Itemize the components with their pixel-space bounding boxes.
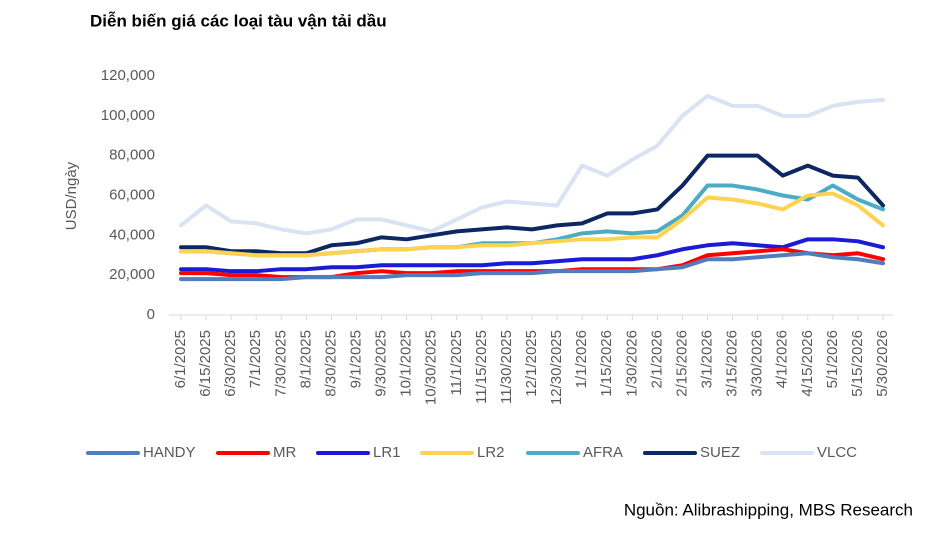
legend-label: LR1 bbox=[373, 444, 401, 461]
x-tick-label: 6/1/2025 bbox=[172, 330, 189, 388]
x-tick-label: 9/30/2025 bbox=[373, 330, 390, 397]
x-tick-label: 7/1/2025 bbox=[247, 330, 264, 388]
source: Nguồn: Alibrashipping, MBS Research bbox=[624, 500, 913, 519]
y-tick-label: 60,000 bbox=[109, 186, 155, 203]
x-tick-label: 3/30/2026 bbox=[749, 330, 766, 397]
x-tick-label: 11/30/2025 bbox=[498, 330, 515, 404]
x-tick-label: 3/15/2026 bbox=[724, 330, 741, 397]
x-tick-label: 8/30/2025 bbox=[322, 330, 339, 397]
y-tick-label: 120,000 bbox=[101, 67, 155, 84]
x-tick-label: 2/15/2026 bbox=[673, 330, 690, 397]
y-tick-label: 40,000 bbox=[109, 226, 155, 243]
x-tick-label: 5/15/2026 bbox=[849, 330, 866, 397]
legend-label: MR bbox=[273, 444, 296, 461]
x-tick-label: 10/30/2025 bbox=[423, 330, 440, 405]
x-tick-label: 3/1/2026 bbox=[698, 330, 715, 388]
x-tick-label: 4/1/2026 bbox=[774, 330, 791, 388]
legend-label: SUEZ bbox=[700, 444, 740, 461]
legend-label: HANDY bbox=[143, 444, 196, 461]
x-tick-label: 1/1/2026 bbox=[573, 330, 590, 388]
y-tick-label: 100,000 bbox=[101, 107, 155, 124]
x-tick-label: 9/1/2025 bbox=[347, 330, 364, 388]
x-tick-label: 8/1/2025 bbox=[297, 330, 314, 388]
x-tick-label: 4/15/2026 bbox=[799, 330, 816, 397]
y-axis-label: USD/ngày bbox=[63, 161, 80, 230]
y-tick-label: 0 bbox=[147, 306, 155, 323]
series-line bbox=[179, 191, 885, 258]
x-tick-label: 12/30/2025 bbox=[548, 330, 565, 405]
x-tick-label: 12/1/2025 bbox=[523, 330, 540, 397]
y-tick-label: 20,000 bbox=[109, 266, 155, 283]
chart-title: Diễn biến giá các loại tàu vận tải dầu bbox=[90, 11, 387, 30]
x-tick-label: 11/1/2025 bbox=[448, 330, 465, 396]
legend-label: AFRA bbox=[583, 444, 623, 461]
x-tick-label: 6/15/2025 bbox=[197, 330, 214, 397]
series-line bbox=[179, 93, 885, 236]
x-tick-label: 6/30/2025 bbox=[222, 330, 239, 397]
y-tick-label: 80,000 bbox=[109, 147, 155, 164]
series-line bbox=[179, 237, 885, 274]
x-tick-label: 5/30/2026 bbox=[874, 330, 891, 397]
x-tick-label: 1/30/2026 bbox=[623, 330, 640, 397]
x-tick-label: 7/30/2025 bbox=[272, 330, 289, 397]
x-tick-label: 11/15/2025 bbox=[473, 330, 490, 404]
legend-label: LR2 bbox=[477, 444, 505, 461]
x-tick-label: 1/15/2026 bbox=[598, 330, 615, 397]
legend-label: VLCC bbox=[817, 444, 857, 461]
x-tick-label: 5/1/2026 bbox=[824, 330, 841, 388]
x-tick-label: 2/1/2026 bbox=[648, 330, 665, 388]
x-tick-label: 10/1/2025 bbox=[398, 330, 415, 397]
series-line bbox=[179, 251, 885, 282]
